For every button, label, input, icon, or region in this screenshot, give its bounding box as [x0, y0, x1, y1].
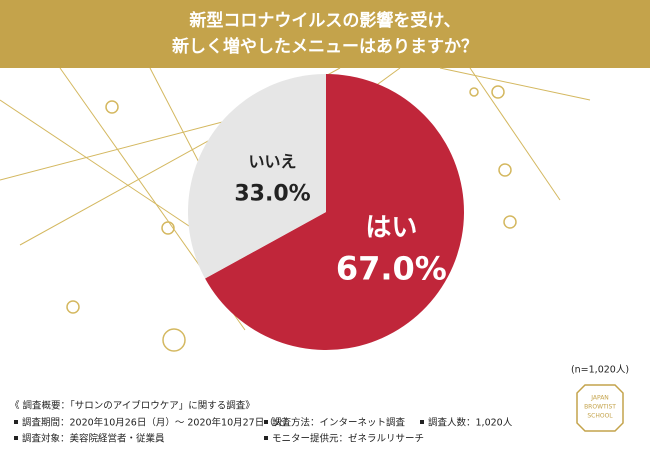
- pie-slice: [205, 74, 465, 350]
- footer-heading: 《 調査概要：「サロンのアイブロウケア」に関する調査》: [10, 400, 255, 412]
- slice-value-label: 33.0%: [234, 181, 310, 206]
- logo-text: JAPAN: [590, 395, 609, 402]
- footer-item: モニター提供元：ゼネラルリサーチ: [272, 433, 424, 445]
- footer-item: 調査期間：2020年10月26日（月）～ 2020年10月27日（火）: [22, 417, 293, 429]
- chart-title: 新型コロナウイルスの影響を受け、: [189, 10, 460, 31]
- logo: JAPAN BROWTIST SCHOOL: [576, 384, 624, 432]
- bullet: [264, 436, 268, 440]
- slice-label: はい: [365, 213, 417, 243]
- logo-frame: [576, 384, 624, 432]
- slice-label: いいえ: [249, 152, 297, 171]
- footer-item: 調査方法：インターネット調査: [272, 417, 406, 429]
- bullet: [264, 420, 268, 424]
- bullet: [14, 436, 18, 440]
- bullet: [14, 420, 18, 424]
- logo-text: BROWTIST: [584, 404, 616, 411]
- footer-item: 調査人数：1,020人: [428, 417, 513, 429]
- sample-note: (n=1,020人): [571, 365, 629, 376]
- bullet: [420, 420, 424, 424]
- header-band: [0, 0, 650, 68]
- footer-item: 調査対象：美容院経営者・従業員: [22, 433, 165, 445]
- pie-slice: [187, 73, 326, 279]
- slice-value-label: 67.0%: [336, 250, 447, 288]
- chart-title: 新しく増やしたメニューはありますか？: [172, 36, 478, 57]
- logo-text: SCHOOL: [587, 413, 613, 420]
